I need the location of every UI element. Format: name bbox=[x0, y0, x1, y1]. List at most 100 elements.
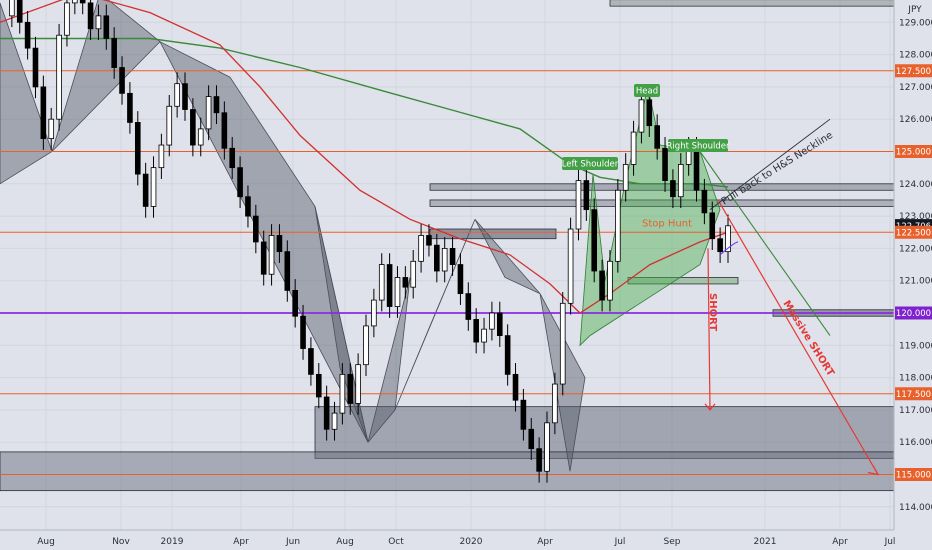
candle-body bbox=[134, 122, 141, 175]
zone-box bbox=[609, 0, 895, 7]
candle-body bbox=[402, 277, 409, 288]
time-tick-label: 2020 bbox=[460, 537, 483, 547]
time-tick-label: Apr bbox=[233, 537, 249, 547]
candle-body bbox=[504, 335, 511, 375]
time-tick-label: Apr bbox=[832, 537, 848, 547]
candle-body bbox=[449, 247, 456, 265]
candle-body bbox=[315, 373, 322, 398]
time-tick-label: Nov bbox=[112, 537, 130, 547]
head-label-bg bbox=[634, 84, 660, 97]
moving-averages-layer bbox=[0, 0, 729, 314]
candle-body bbox=[465, 293, 472, 320]
neckline-projection bbox=[699, 151, 831, 336]
moving-average-200 bbox=[0, 37, 729, 188]
candle-body bbox=[418, 235, 424, 262]
pattern-shape bbox=[0, 2, 53, 185]
candle-body bbox=[622, 164, 629, 191]
candle-body bbox=[725, 225, 731, 253]
price-badge bbox=[895, 306, 932, 320]
left-shoulder-label-bg bbox=[562, 157, 618, 170]
moving-average-50 bbox=[0, 0, 729, 314]
candle-body bbox=[253, 215, 259, 243]
candle-body bbox=[24, 21, 31, 49]
candle-body bbox=[339, 373, 346, 414]
candle-body bbox=[166, 105, 173, 146]
time-tick-label: Jul bbox=[884, 537, 896, 547]
short-arrow-head bbox=[704, 403, 716, 411]
candle-body bbox=[150, 167, 157, 207]
candle-body bbox=[528, 428, 535, 450]
price-badge-text: 120.000 bbox=[896, 309, 931, 319]
time-tick-label: Apr bbox=[537, 537, 553, 547]
candle-body bbox=[544, 422, 550, 472]
candle-body bbox=[410, 260, 417, 288]
candle-body bbox=[229, 147, 236, 169]
stop-label: Stop Hunt bbox=[642, 219, 692, 230]
candle-body bbox=[221, 112, 228, 149]
price-tick-label: 121.000 bbox=[899, 277, 932, 287]
candle-body bbox=[607, 260, 613, 301]
candle-body bbox=[654, 125, 660, 149]
price-badge bbox=[895, 387, 932, 401]
candle-body bbox=[630, 131, 637, 165]
price-badges: 127.500125.000122.706122.500120.000117.5… bbox=[895, 64, 932, 481]
candle-body bbox=[260, 241, 267, 275]
currency-label: JPY bbox=[907, 5, 922, 15]
candle-body bbox=[79, 0, 86, 4]
time-tick-label: Oct bbox=[388, 537, 404, 547]
candle-body bbox=[567, 228, 574, 304]
candle-body bbox=[72, 0, 78, 4]
candle-body bbox=[363, 325, 369, 366]
zones-layer bbox=[0, 0, 895, 492]
candle-body bbox=[32, 47, 39, 88]
time-axis-ticks: Aug Nov 2019 Apr Jun Aug Oct 2020 Apr Jul Sep 2021 A… bbox=[37, 537, 895, 547]
time-tick-label: Jun bbox=[285, 537, 300, 547]
candle-body bbox=[174, 83, 180, 107]
time-tick-label: Aug bbox=[37, 537, 55, 547]
candle-body bbox=[457, 264, 464, 295]
candle-body bbox=[426, 235, 432, 246]
price-tick-label: 117.000 bbox=[899, 406, 932, 416]
price-badge bbox=[895, 145, 932, 158]
price-tick-label: 119.000 bbox=[899, 341, 932, 351]
price-tick-label: 128.000 bbox=[899, 51, 932, 61]
candle-body bbox=[276, 235, 283, 253]
candle-body bbox=[331, 412, 338, 430]
candle-body bbox=[496, 312, 503, 337]
candle-body bbox=[182, 83, 188, 110]
candle-body bbox=[575, 180, 582, 230]
candle-body bbox=[394, 277, 401, 307]
price-badge-text: 125.000 bbox=[896, 148, 931, 158]
candle-body bbox=[142, 173, 149, 207]
short-projection-line bbox=[707, 248, 711, 410]
price-badge-text: 117.500 bbox=[896, 390, 931, 400]
candle-body bbox=[213, 96, 220, 114]
price-tick-label: 118.000 bbox=[899, 374, 932, 384]
levels-layer bbox=[0, 70, 894, 475]
candle-body bbox=[56, 34, 62, 120]
price-badge-text: 127.500 bbox=[896, 67, 931, 77]
price-badge-text: 122.500 bbox=[896, 228, 931, 238]
head-label: Head bbox=[636, 87, 658, 97]
price-badge-text: 115.000 bbox=[896, 471, 931, 481]
candle-body bbox=[473, 319, 479, 343]
pattern-shape bbox=[314, 206, 369, 443]
candle-body bbox=[559, 302, 566, 385]
candle-body bbox=[386, 264, 393, 307]
candle-body bbox=[615, 189, 621, 262]
candle-body bbox=[434, 244, 440, 272]
right-shoulder-label: Right Shoulder bbox=[667, 142, 730, 152]
zone-box bbox=[314, 406, 895, 459]
massive-short-line bbox=[717, 199, 879, 475]
price-tick-label: 126.000 bbox=[899, 115, 932, 125]
price-axis[interactable] bbox=[894, 0, 932, 550]
candle-body bbox=[95, 15, 102, 30]
candle-body bbox=[9, 0, 15, 17]
candle-body bbox=[284, 251, 291, 291]
candle-body bbox=[103, 15, 110, 39]
right-shoulder-label-bg bbox=[668, 139, 728, 152]
candle-body bbox=[64, 2, 70, 36]
candle-body bbox=[520, 399, 527, 430]
candle-body bbox=[48, 118, 55, 139]
